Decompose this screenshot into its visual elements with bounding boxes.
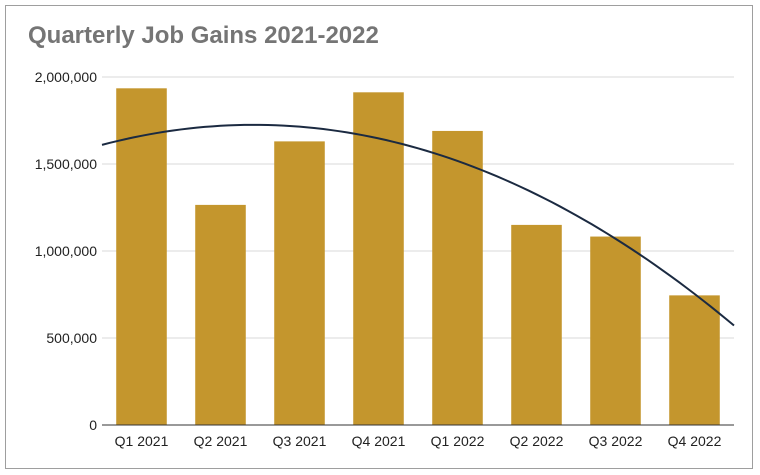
x-tick-label: Q1 2022 [431, 433, 485, 449]
bar [511, 224, 562, 425]
bar [274, 141, 325, 425]
chart-title: Quarterly Job Gains 2021-2022 [28, 22, 379, 49]
bar [590, 236, 641, 425]
y-axis-labels: 0 500,000 1,000,000 1,500,000 2,000,000 [35, 69, 98, 433]
x-axis-labels: Q1 2021 Q2 2021 Q3 2021 Q4 2021 Q1 2022 Q2 20… [115, 433, 722, 449]
y-tick-label: 0 [89, 417, 97, 433]
x-tick-label: Q3 2022 [589, 433, 643, 449]
y-tick-label: 1,500,000 [35, 156, 97, 172]
bar [669, 295, 720, 425]
y-tick-label: 500,000 [46, 330, 97, 346]
bars [116, 88, 720, 425]
y-tick-label: 1,000,000 [35, 243, 97, 259]
trendline-layer [101, 123, 735, 327]
bar [116, 88, 167, 425]
x-tick-label: Q1 2021 [115, 433, 169, 449]
x-tick-label: Q4 2021 [352, 433, 406, 449]
bar [353, 92, 404, 425]
bar [195, 204, 246, 425]
bar [432, 130, 483, 425]
y-tick-label: 2,000,000 [35, 69, 97, 85]
x-tick-label: Q2 2021 [194, 433, 248, 449]
trendline [101, 123, 735, 327]
x-tick-label: Q2 2022 [510, 433, 564, 449]
x-tick-label: Q4 2022 [668, 433, 722, 449]
x-tick-label: Q3 2021 [273, 433, 327, 449]
